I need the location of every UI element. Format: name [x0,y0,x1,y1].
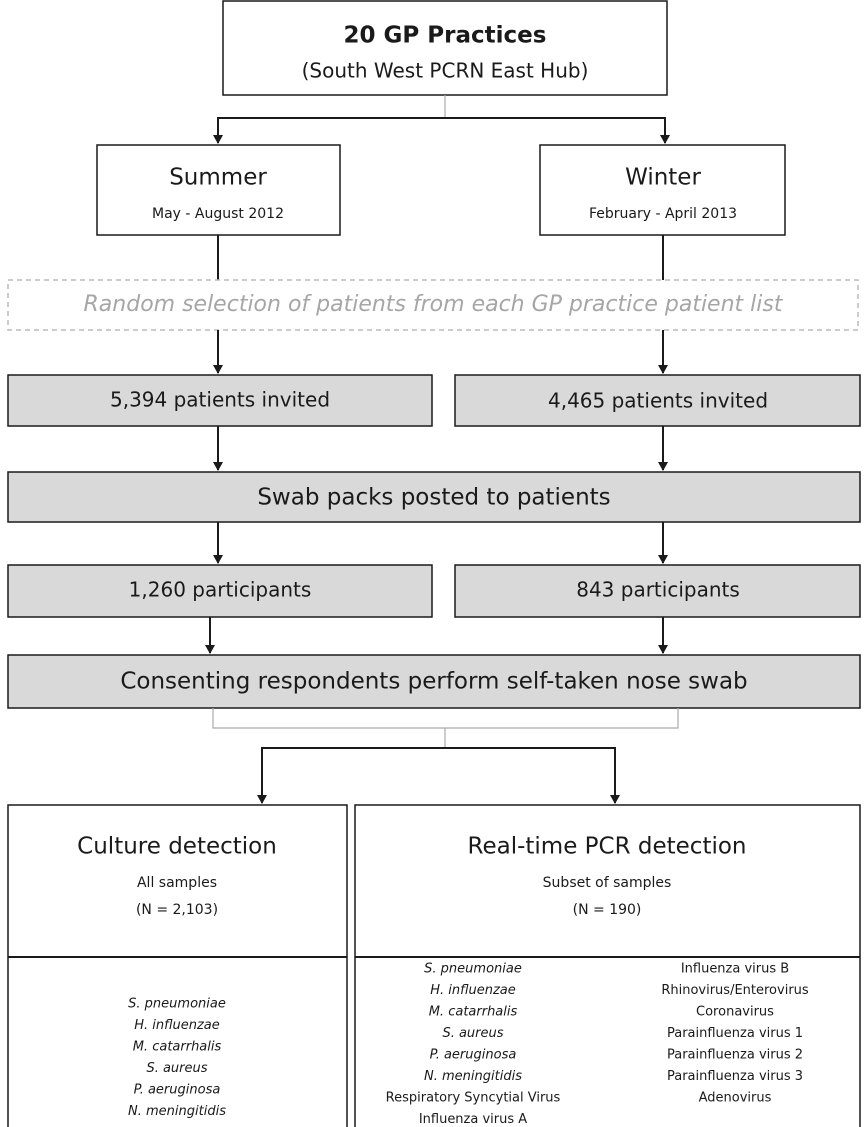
swab-text: Swab packs posted to patients [257,485,610,511]
pcr-virus: Respiratory Syncytial Virus [386,1091,561,1106]
winter-participants: 843 participants [576,578,740,602]
pcr-subtitle: Subset of samples [543,875,672,891]
pcr-bacterium: S. aureus [442,1026,503,1041]
culture-item: M. catarrhalis [133,1040,222,1055]
pcr-virus: Influenza virus B [681,962,789,977]
culture-n: (N = 2,103) [136,902,218,918]
pcr-virus: Parainfluenza virus 2 [667,1048,803,1063]
pcr-bacterium: M. catarrhalis [429,1005,518,1020]
pcr-virus: Influenza virus A [419,1112,527,1127]
pcr-virus: Adenovirus [699,1091,772,1106]
culture-item: P. aeruginosa [134,1083,221,1098]
summer-box [96,144,341,236]
pcr-box [354,804,861,1127]
culture-title: Culture detection [77,834,277,860]
culture-subtitle: All samples [137,875,217,891]
pcr-bacterium: P. aeruginosa [430,1048,517,1063]
summer-invited-box [7,374,433,427]
culture-item: S. pneumoniae [128,997,226,1012]
winter-invited: 4,465 patients invited [548,389,768,413]
pcr-title: Real-time PCR detection [468,834,747,860]
consenting-box [7,654,861,709]
swab-box [7,471,861,523]
summer-title: Summer [169,165,267,191]
top-box [222,0,668,96]
top-title: 20 GP Practices [344,23,547,49]
winter-participants-box [454,564,861,618]
culture-item: N. meningitidis [128,1104,226,1119]
selection-text: Random selection of patients from each G… [84,292,784,317]
culture-item: S. aureus [146,1061,207,1076]
pcr-bacterium: S. pneumoniae [424,962,522,977]
connector [217,235,664,280]
pcr-bacterium: H. influenzae [430,983,516,998]
pcr-virus: Coronavirus [696,1005,774,1020]
top-subtitle: (South West PCRN East Hub) [302,59,589,83]
connector [212,708,679,748]
summer-dates: May - August 2012 [152,206,284,222]
pcr-virus: Parainfluenza virus 3 [667,1069,803,1084]
consenting-text: Consenting respondents perform self-take… [120,669,747,695]
pcr-n: (N = 190) [573,902,642,918]
culture-box [7,804,348,1127]
winter-dates: February - April 2013 [589,206,737,222]
summer-participants: 1,260 participants [129,578,312,602]
pcr-bacterium: N. meningitidis [424,1069,522,1084]
winter-title: Winter [625,165,701,191]
winter-invited-box [454,374,861,427]
pcr-virus: Rhinovirus/Enterovirus [661,983,809,998]
summer-participants-box [7,564,433,618]
winter-box [539,144,786,236]
pcr-virus: Parainfluenza virus 1 [667,1026,803,1041]
connector [217,117,665,143]
culture-item: H. influenzae [134,1018,220,1033]
selection-box [7,279,859,331]
summer-invited: 5,394 patients invited [110,388,330,412]
